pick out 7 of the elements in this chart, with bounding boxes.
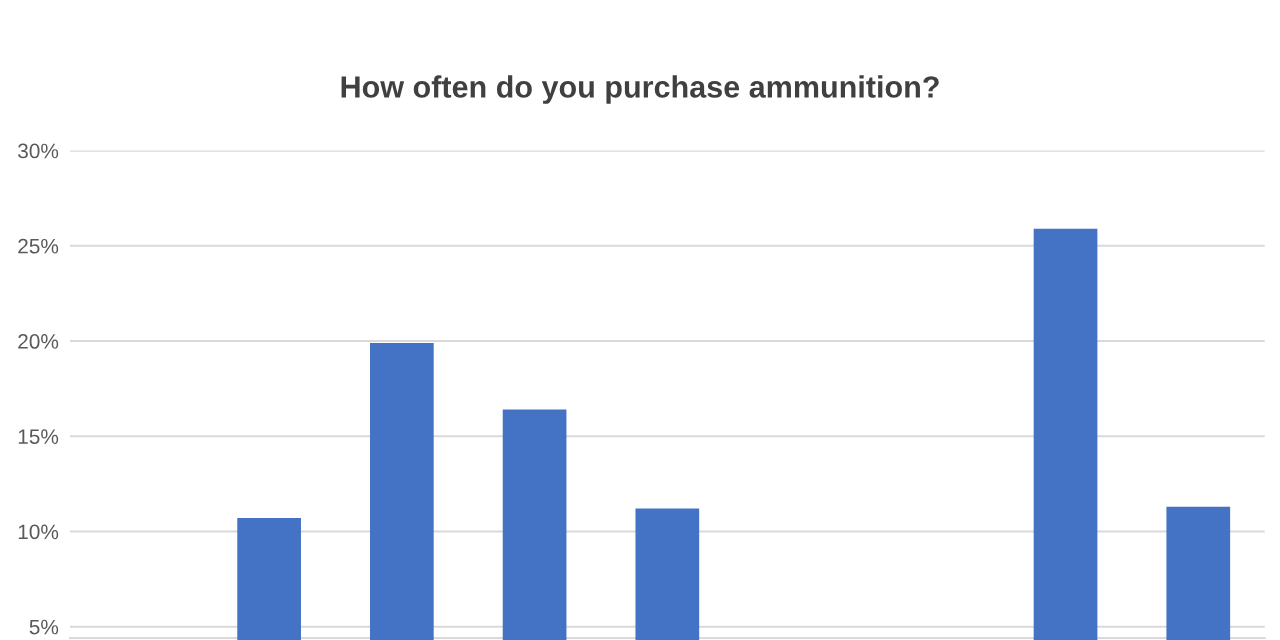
y-tick-label: 15% [18, 429, 59, 444]
chart-title: How often do you purchase ammunition? [341, 75, 939, 104]
y-tick-label: 25% [18, 238, 59, 254]
y-tick-label: 30% [18, 143, 59, 159]
y-tick-label: 20% [18, 334, 59, 349]
y-tick-label: 5% [29, 619, 59, 635]
y-tick-label: 10% [18, 524, 59, 540]
